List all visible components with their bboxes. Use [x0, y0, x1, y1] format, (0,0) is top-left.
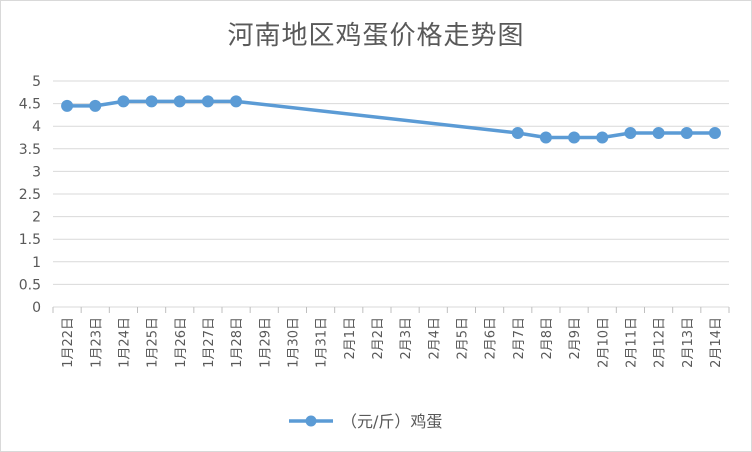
data-point [173, 95, 186, 108]
data-point [680, 126, 693, 139]
data-point [596, 131, 609, 144]
data-point [201, 95, 214, 108]
x-tick-label: 2月11日 [624, 317, 639, 368]
x-tick-label: 2月4日 [427, 317, 442, 360]
y-tick-label: 2 [32, 210, 41, 226]
x-tick-label: 2月8日 [540, 317, 555, 360]
data-point [708, 126, 721, 139]
x-tick-label: 2月7日 [512, 317, 527, 360]
x-tick-label: 1月27日 [202, 317, 217, 368]
data-point [117, 95, 130, 108]
y-tick-label: 0 [32, 300, 41, 316]
data-point [89, 99, 102, 112]
data-point [511, 126, 524, 139]
x-tick-label: 2月2日 [371, 317, 386, 360]
data-point [539, 131, 552, 144]
x-tick-label: 2月12日 [653, 317, 668, 368]
data-point [568, 131, 581, 144]
x-tick-label: 1月29日 [258, 317, 273, 368]
y-tick-label: 3 [32, 164, 41, 180]
y-tick-label: 4.5 [19, 97, 41, 113]
x-tick-label: 1月28日 [230, 317, 245, 368]
data-point [624, 126, 637, 139]
x-tick-label: 1月31日 [315, 317, 330, 368]
y-tick-label: 0.5 [19, 277, 41, 293]
x-tick-label: 1月24日 [117, 317, 132, 368]
data-point [145, 95, 158, 108]
data-point [61, 99, 74, 112]
series-line [65, 99, 717, 140]
x-tick-label: 2月5日 [455, 317, 470, 360]
legend-label: （元/斤）鸡蛋 [341, 412, 442, 431]
x-tick-label: 2月13日 [681, 317, 696, 368]
x-tick-label: 2月14日 [709, 317, 724, 368]
legend-marker [305, 415, 317, 427]
x-tick-label: 1月26日 [174, 317, 189, 368]
data-point [652, 126, 665, 139]
x-tick-label: 2月1日 [343, 317, 358, 360]
y-tick-label: 3.5 [19, 142, 41, 158]
x-tick-label: 1月22日 [61, 317, 76, 368]
x-tick-label: 2月6日 [484, 317, 499, 360]
y-tick-label: 2.5 [19, 187, 41, 203]
y-tick-label: 4 [32, 119, 41, 135]
x-tick-label: 1月25日 [146, 317, 161, 368]
data-point [230, 95, 243, 108]
y-tick-label: 1.5 [19, 232, 41, 248]
x-tick-label: 2月10日 [596, 317, 611, 368]
chart-title: 河南地区鸡蛋价格走势图 [227, 21, 525, 51]
y-tick-label: 1 [32, 255, 41, 271]
x-tick-label: 2月3日 [399, 317, 414, 360]
x-tick-label: 1月30日 [286, 317, 301, 368]
x-tick-label: 2月9日 [568, 317, 583, 360]
y-tick-label: 5 [32, 74, 41, 90]
x-tick-label: 1月23日 [89, 317, 104, 368]
